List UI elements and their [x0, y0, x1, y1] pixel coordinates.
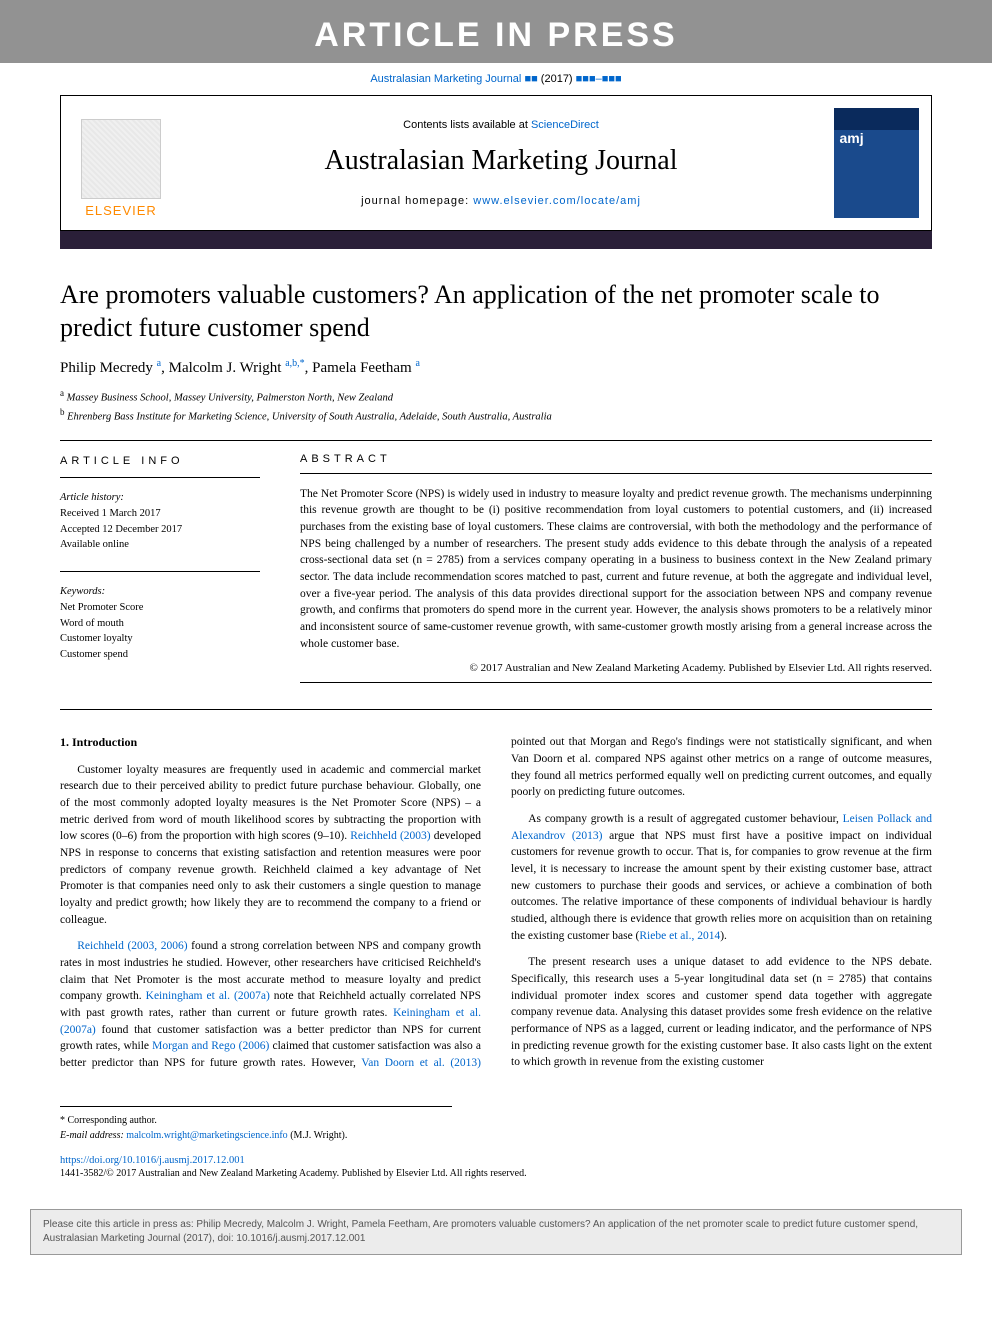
email-line: E-mail address: malcolm.wright@marketing…: [60, 1128, 452, 1143]
cite-this-article-box: Please cite this article in press as: Ph…: [30, 1209, 962, 1255]
para-5: The present research uses a unique datas…: [511, 954, 932, 1071]
para-4: As company growth is a result of aggrega…: [511, 811, 932, 944]
elsevier-logo-block: ELSEVIER: [61, 96, 181, 230]
abstract-text: The Net Promoter Score (NPS) is widely u…: [300, 486, 932, 653]
article-in-press-banner: ARTICLE IN PRESS: [0, 0, 992, 63]
full-divider: [60, 709, 932, 710]
divider-1: [60, 440, 932, 441]
keyword-4: Customer spend: [60, 647, 260, 663]
available-line: Available online: [60, 537, 260, 553]
homepage-prefix: journal homepage:: [361, 195, 473, 207]
dark-divider-bar: [60, 231, 932, 249]
citation-vol: ■■: [524, 73, 537, 85]
article-info-column: ARTICLE INFO Article history: Received 1…: [60, 453, 260, 696]
abstract-heading: ABSTRACT: [300, 453, 932, 465]
affiliation-b-text: Ehrenberg Bass Institute for Marketing S…: [67, 412, 552, 423]
section-1-heading: 1. Introduction: [60, 734, 481, 751]
abstract-divider-bottom: [300, 682, 932, 683]
p3c: pointed out that Morgan and Rego's findi…: [511, 736, 932, 798]
info-divider-2: [60, 571, 260, 572]
article-title: Are promoters valuable customers? An app…: [60, 279, 932, 344]
ref-van-doorn-2013[interactable]: Van Doorn et al. (2013): [361, 1057, 481, 1069]
doi-link[interactable]: https://doi.org/10.1016/j.ausmj.2017.12.…: [60, 1155, 245, 1166]
bottom-copyright: 1441-3582/© 2017 Australian and New Zeal…: [60, 1168, 932, 1179]
ref-morgan-rego-2006[interactable]: Morgan and Rego (2006): [152, 1040, 269, 1052]
contents-prefix: Contents lists available at: [403, 119, 531, 131]
author-1-aff: a: [157, 358, 161, 369]
citation-pages: ■■■–■■■: [576, 73, 622, 85]
homepage-link[interactable]: www.elsevier.com/locate/amj: [473, 195, 641, 207]
top-citation: Australasian Marketing Journal ■■ (2017)…: [0, 63, 992, 95]
citation-journal: Australasian Marketing Journal: [370, 73, 521, 85]
article-body: Are promoters valuable customers? An app…: [0, 249, 992, 1209]
elsevier-label: ELSEVIER: [85, 203, 157, 218]
elsevier-tree-icon: [81, 119, 161, 199]
info-heading: ARTICLE INFO: [60, 453, 260, 470]
sciencedirect-link[interactable]: ScienceDirect: [531, 119, 599, 131]
ref-keiningham-2007a-1[interactable]: Keiningham et al. (2007a): [146, 990, 270, 1002]
accepted-line: Accepted 12 December 2017: [60, 522, 260, 538]
p4b: argue that NPS must first have a positiv…: [511, 830, 932, 942]
header-right: [821, 96, 931, 230]
author-3: Pamela Feetham: [312, 360, 412, 376]
p3a: rates, while: [96, 1040, 152, 1052]
keyword-3: Customer loyalty: [60, 631, 260, 647]
abstract-copyright: © 2017 Australian and New Zealand Market…: [300, 662, 932, 674]
homepage-line: journal homepage: www.elsevier.com/locat…: [181, 195, 821, 207]
ref-reichheld-2003-2006[interactable]: Reichheld (2003, 2006): [77, 940, 187, 952]
journal-header-box: ELSEVIER Contents lists available at Sci…: [60, 95, 932, 231]
p4a: As company growth is a result of aggrega…: [528, 813, 842, 825]
para-1: Customer loyalty measures are frequently…: [60, 762, 481, 929]
contents-line: Contents lists available at ScienceDirec…: [181, 119, 821, 131]
cite-box-text: Please cite this article in press as: Ph…: [43, 1219, 918, 1244]
citation-year: (2017): [541, 73, 573, 85]
header-center: Contents lists available at ScienceDirec…: [181, 96, 821, 230]
email-suffix: (M.J. Wright).: [288, 1130, 348, 1141]
journal-cover-icon: [834, 108, 919, 218]
p4c: ).: [720, 930, 727, 942]
abstract-column: ABSTRACT The Net Promoter Score (NPS) is…: [300, 453, 932, 696]
p1b: developed NPS in response to concerns th…: [60, 830, 481, 925]
author-3-aff: a: [415, 358, 419, 369]
keywords-label: Keywords:: [60, 584, 260, 600]
history-block: Article history: Received 1 March 2017 A…: [60, 490, 260, 553]
abstract-divider: [300, 473, 932, 474]
history-label: Article history:: [60, 490, 260, 506]
email-label: E-mail address:: [60, 1130, 126, 1141]
banner-text: ARTICLE IN PRESS: [314, 16, 677, 54]
footnote-block: * Corresponding author. E-mail address: …: [60, 1106, 452, 1143]
keyword-2: Word of mouth: [60, 616, 260, 632]
keywords-block: Keywords: Net Promoter Score Word of mou…: [60, 584, 260, 663]
author-1: Philip Mecredy: [60, 360, 153, 376]
author-2: Malcolm J. Wright: [169, 360, 282, 376]
doi-line: https://doi.org/10.1016/j.ausmj.2017.12.…: [60, 1155, 932, 1166]
info-abstract-row: ARTICLE INFO Article history: Received 1…: [60, 453, 932, 696]
corresponding-author: * Corresponding author.: [60, 1113, 452, 1128]
author-2-aff: a,b,*: [285, 358, 304, 369]
affiliation-a-text: Massey Business School, Massey Universit…: [67, 393, 393, 404]
keyword-1: Net Promoter Score: [60, 600, 260, 616]
authors-line: Philip Mecredy a, Malcolm J. Wright a,b,…: [60, 358, 932, 377]
affiliations: a Massey Business School, Massey Univers…: [60, 387, 932, 426]
ref-riebe-2014[interactable]: Riebe et al., 2014: [639, 930, 720, 942]
email-link[interactable]: malcolm.wright@marketingscience.info: [126, 1130, 287, 1141]
received-line: Received 1 March 2017: [60, 506, 260, 522]
body-columns: 1. Introduction Customer loyalty measure…: [60, 734, 932, 1076]
info-divider-1: [60, 477, 260, 478]
ref-reichheld-2003[interactable]: Reichheld (2003): [350, 830, 430, 842]
journal-title: Australasian Marketing Journal: [181, 145, 821, 177]
affiliation-a: a Massey Business School, Massey Univers…: [60, 387, 932, 406]
affiliation-b: b Ehrenberg Bass Institute for Marketing…: [60, 406, 932, 425]
